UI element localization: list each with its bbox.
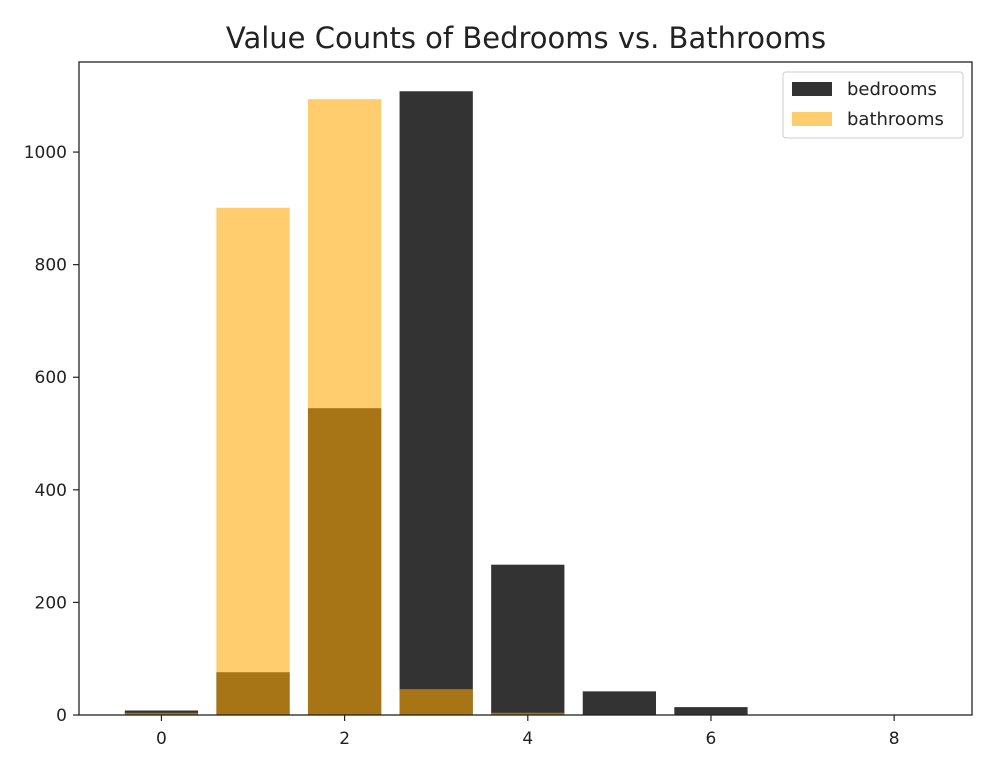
x-tick-label: 0 xyxy=(156,729,167,749)
chart-title: Value Counts of Bedrooms vs. Bathrooms xyxy=(226,21,826,55)
legend-swatch-bathrooms xyxy=(792,112,832,126)
legend: bedrooms bathrooms xyxy=(782,71,964,139)
x-tick-label: 4 xyxy=(522,729,533,749)
bar-bedrooms-3 xyxy=(399,91,473,716)
bar-bedrooms-5 xyxy=(582,691,657,715)
x-axis: 0 2 4 6 8 xyxy=(156,715,900,749)
bar-bedrooms-4 xyxy=(491,564,565,715)
y-tick-label: 400 xyxy=(35,481,67,501)
y-tick-label: 0 xyxy=(56,706,67,726)
x-tick-label: 2 xyxy=(339,729,350,749)
legend-swatch-bedrooms xyxy=(792,82,832,96)
y-tick-label: 600 xyxy=(35,368,67,388)
legend-label-bathrooms: bathrooms xyxy=(847,109,944,130)
bar-bedrooms-6 xyxy=(674,707,748,715)
y-axis: 0 200 400 600 800 1000 xyxy=(24,143,79,726)
bars-layer xyxy=(124,91,748,716)
plot-frame xyxy=(78,61,973,716)
y-tick-label: 1000 xyxy=(24,143,67,163)
x-tick-label: 8 xyxy=(889,729,900,749)
bar-bathrooms-4 xyxy=(491,712,565,715)
legend-label-bedrooms: bedrooms xyxy=(847,79,937,100)
x-tick-label: 6 xyxy=(706,729,717,749)
bar-bathrooms-0 xyxy=(124,712,199,715)
bar-bathrooms-3 xyxy=(399,689,473,715)
bar-bathrooms-1 xyxy=(216,207,290,715)
y-tick-label: 200 xyxy=(35,593,67,613)
y-tick-label: 800 xyxy=(35,256,67,276)
bar-bathrooms-2 xyxy=(307,99,382,716)
